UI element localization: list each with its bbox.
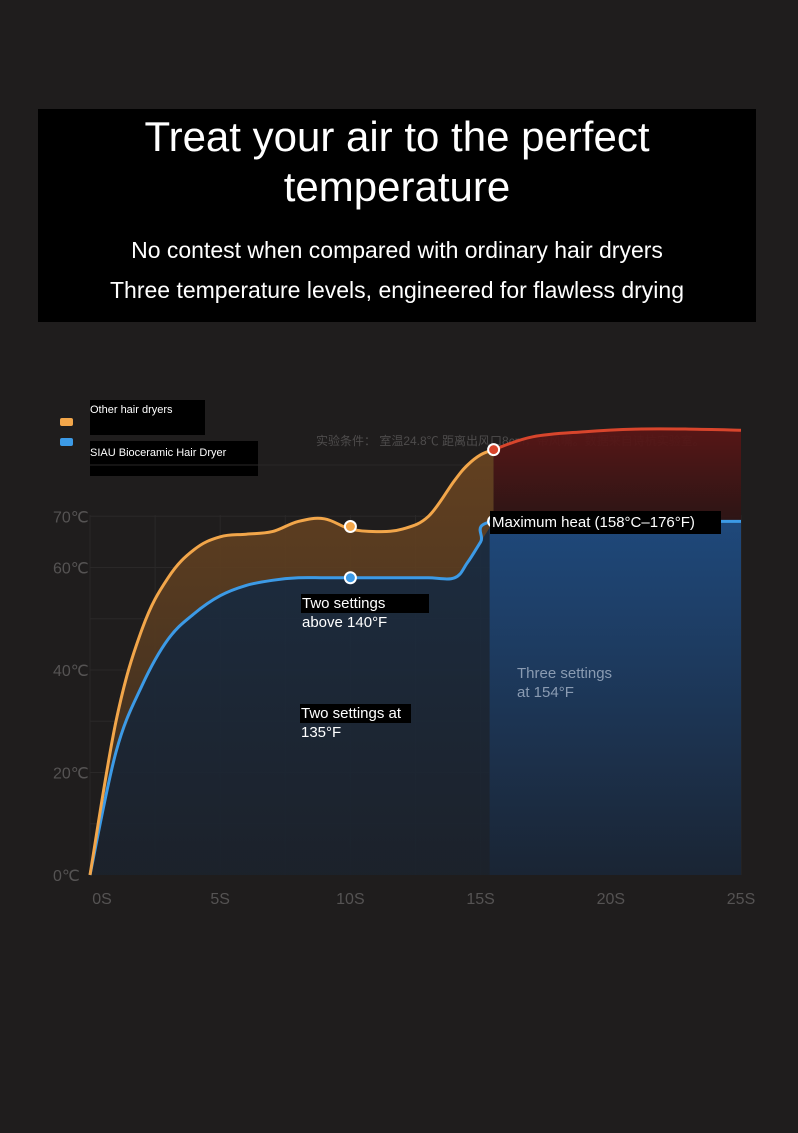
x-tick-label: 25S (727, 891, 755, 908)
legend-swatch-siau (60, 438, 73, 446)
y-tick-label: 40℃ (53, 663, 89, 680)
y-axis-ticks: 0℃ 20℃ 40℃ 60℃ 70℃ (53, 509, 89, 885)
x-tick-label: 10S (336, 891, 364, 908)
data-point-marker (487, 443, 501, 457)
annotation-at-135-line2: 135°F (301, 724, 342, 741)
page-title: Treat your air to the perfect temperatur… (144, 113, 650, 210)
data-point-marker (343, 520, 357, 533)
x-tick-label: 0S (92, 891, 112, 908)
page-subtitle-2: Three temperature levels, engineered for… (109, 277, 684, 303)
annotation-above-140: Two settings above 140°F (301, 594, 429, 634)
annotation-max-heat-text: Maximum heat (158°C–176°F) (492, 514, 695, 531)
series-line-max-heat (493, 427, 742, 452)
legend-swatch-other (60, 418, 73, 426)
series-line-other (88, 448, 495, 876)
annotation-three-154: Three settings at 154°F (517, 664, 657, 702)
annotation-three-154-line1: Three settings (517, 665, 613, 682)
y-tick-label: 70℃ (53, 509, 89, 526)
y-tick-label: 60℃ (53, 561, 89, 578)
x-axis-ticks: 0S 5S 10S 15S 20S 25S (92, 891, 755, 908)
data-point-marker (343, 571, 357, 585)
page-subtitle-1: No contest when compared with ordinary h… (131, 237, 663, 263)
area-other (90, 449, 494, 875)
x-tick-label: 5S (210, 891, 230, 908)
area-siau-three-settings (489, 521, 741, 875)
annotation-max-heat: Maximum heat (158°C–176°F) (490, 511, 721, 534)
annotation-above-140-line1: Two settings (301, 594, 429, 613)
x-tick-label: 20S (597, 891, 625, 908)
annotation-at-135-line1: Two settings at (300, 704, 411, 723)
chart-lines (88, 427, 742, 876)
hero-banner (38, 109, 756, 322)
y-tick-label: 20℃ (53, 766, 89, 783)
legend-label-other: Other hair dryers (90, 400, 205, 435)
chart-areas (90, 428, 741, 875)
x-tick-label: 15S (466, 891, 494, 908)
legend-label-siau: SIAU Bioceramic Hair Dryer (90, 441, 258, 476)
annotation-above-140-line2: above 140°F (302, 614, 388, 631)
area-max-heat (493, 428, 741, 522)
series-line-siau (88, 518, 741, 876)
y-tick-label: 0℃ (53, 868, 80, 885)
annotation-three-154-line2: at 154°F (517, 684, 574, 701)
annotation-at-135: Two settings at 135°F (300, 704, 411, 744)
